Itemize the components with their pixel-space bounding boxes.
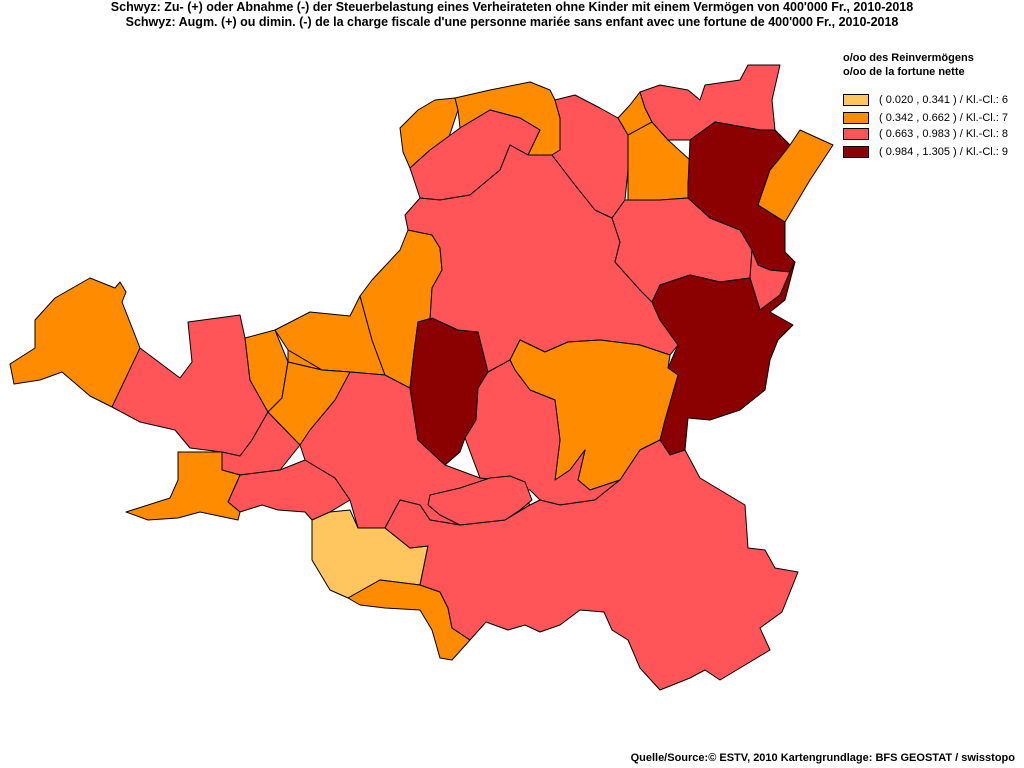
region-south-center[interactable] [427,475,533,526]
region-far-west[interactable] [9,277,141,408]
legend-label: ( 0.663 , 0.983 ) / Kl.-Cl.: 8 [879,128,1009,140]
region-center-small[interactable] [267,361,351,446]
legend-swatch [843,128,869,140]
legend-heading-german: o/oo des Reinvermögens [843,52,974,64]
legend-item-class-6: ( 0.020 , 0.341 ) / Kl.-Cl.: 6 [843,93,1008,107]
map-title-german: Schwyz: Zu- (+) oder Abnahme (-) der Ste… [110,0,914,14]
legend-swatch [843,146,869,158]
legend-item-class-9: ( 0.984 , 1.305 ) / Kl.-Cl.: 9 [843,145,1008,159]
legend-item-class-8: ( 0.663 , 0.983 ) / Kl.-Cl.: 8 [843,127,1008,141]
legend-heading-french: o/oo de la fortune nette [843,66,965,78]
region-north-g[interactable] [639,64,781,141]
region-east-orange[interactable] [757,129,834,223]
region-south-big[interactable] [384,439,799,691]
source-credit: Quelle/Source:© ESTV, 2010 Kartengrundla… [630,752,1015,764]
legend-swatch [843,94,869,106]
region-southwest[interactable] [125,451,241,521]
legend-item-class-7: ( 0.342 , 0.662 ) / Kl.-Cl.: 7 [843,111,1008,125]
legend-swatch [843,112,869,124]
legend-label: ( 0.342 , 0.662 ) / Kl.-Cl.: 7 [879,112,1009,124]
legend-label: ( 0.984 , 1.305 ) / Kl.-Cl.: 9 [879,146,1009,158]
region-east-dark-north[interactable] [687,121,796,273]
legend-label: ( 0.020 , 0.341 ) / Kl.-Cl.: 6 [879,94,1009,106]
region-north-a[interactable] [399,97,459,169]
map-title-french: Schwyz: Augm. (+) ou dimin. (-) de la ch… [125,15,899,29]
